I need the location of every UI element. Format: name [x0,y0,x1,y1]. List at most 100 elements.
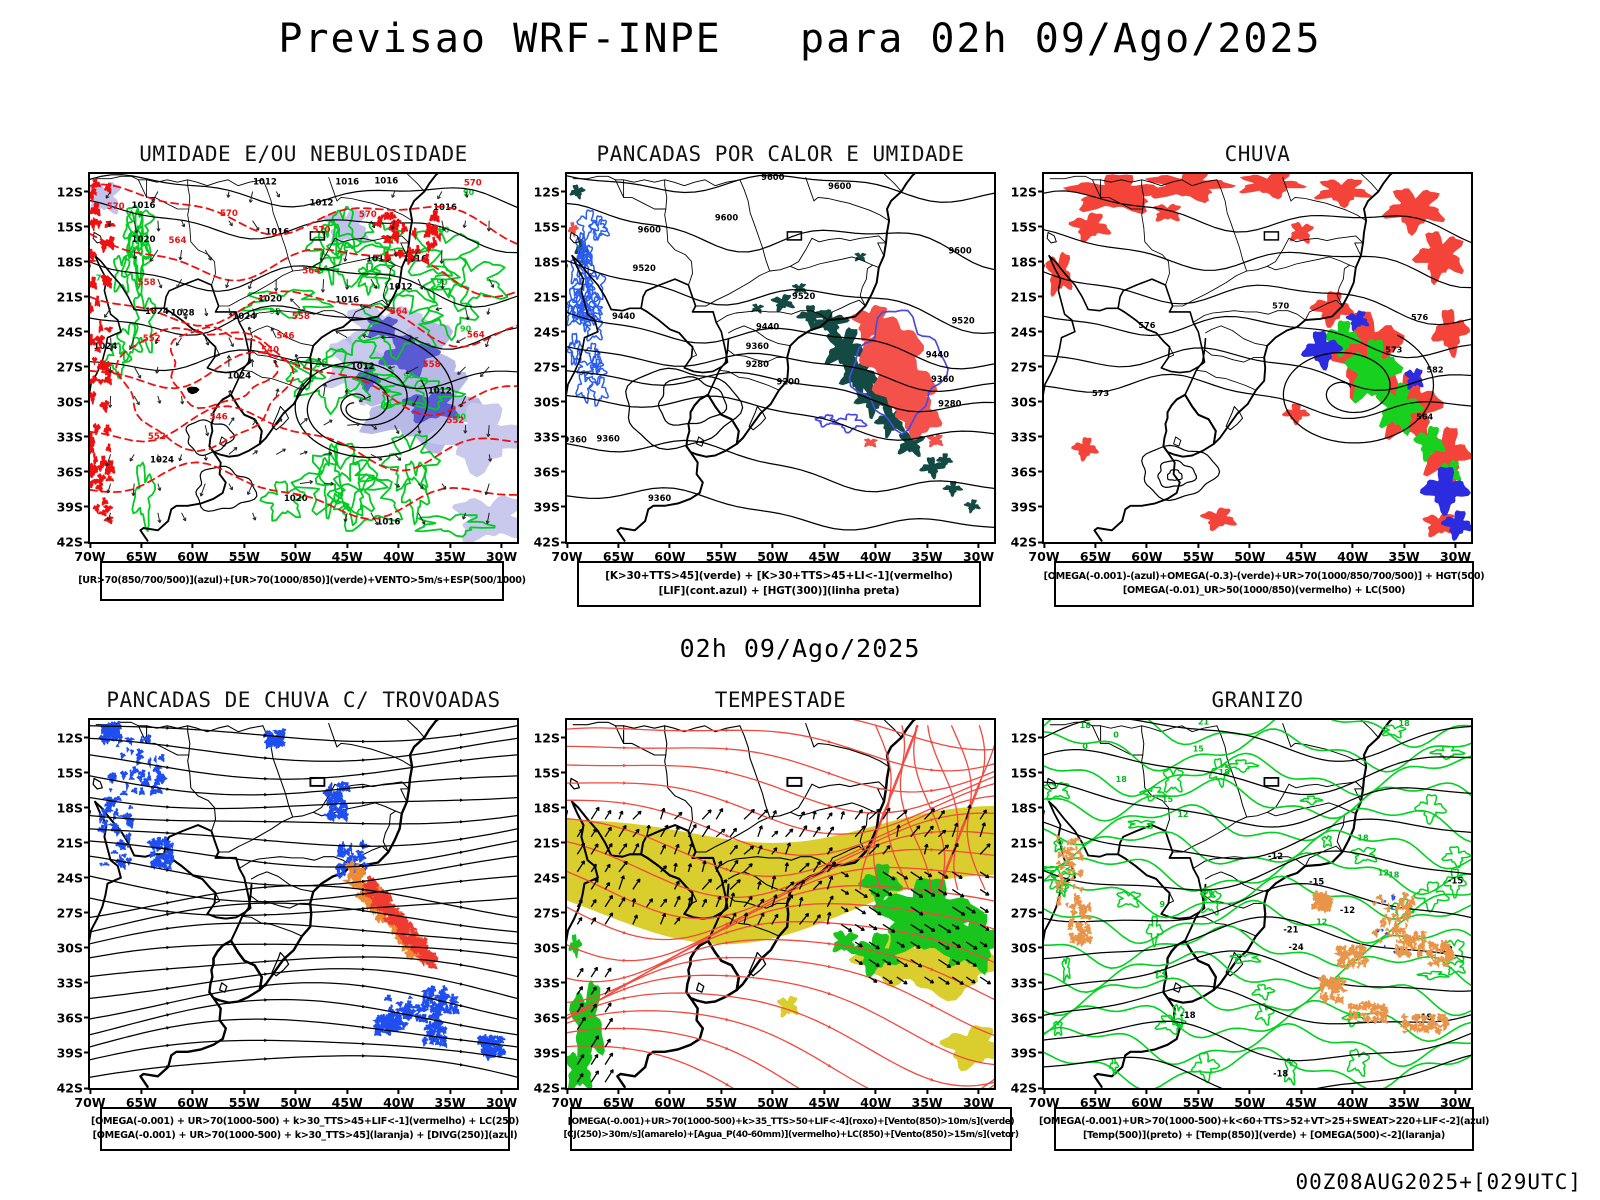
ytick-33S: 33S [57,975,88,990]
svg-text:1012: 1012 [389,283,413,293]
ytick-21S: 21S [57,835,88,850]
xtick-40W: 40W [1337,544,1368,564]
ytick-21S: 21S [534,289,565,304]
ytick-36S: 36S [1011,1010,1042,1025]
svg-text:582: 582 [1426,365,1443,375]
ytick-27S: 27S [1011,905,1042,920]
ytick-33S: 33S [1011,975,1042,990]
svg-text:564: 564 [390,307,408,317]
svg-text:9360: 9360 [597,434,620,444]
legend-caption-granizo: [OMEGA(-0.001)+UR>70(1000-500)+k<60+TTS>… [1039,1107,1489,1151]
xtick-70W: 70W [551,544,582,564]
svg-text:1016: 1016 [376,518,400,528]
xtick-45W: 45W [332,1090,363,1110]
map-frame-chuva: 576 573 573 570 582 564 576 [1042,172,1473,544]
map-canvas-granizo: 211818181815151218121891200-12-15-15-18-… [1044,720,1471,1088]
ytick-18S: 18S [534,254,565,269]
caption-line: [OMEGA(-0.001)+UR>70(1000-500)+k>35_TTS>… [567,1116,1015,1127]
caption-line: [K>30+TTS>45](verde) + [K>30+TTS>45+LI<-… [605,569,953,582]
svg-text:18: 18 [1080,721,1092,730]
caption-line: [OMEGA(-0.001)-(azul)+OMEGA(-0.3)-(verde… [1043,571,1485,583]
map-frame-pancadas-calor: 9600 9600 9600 9600 9600 9520 9520 9520 9440 9440… [565,172,996,544]
ytick-24S: 24S [1011,870,1042,885]
ytick-21S: 21S [1011,835,1042,850]
xtick-30W: 30W [486,1090,517,1110]
svg-text:552: 552 [446,416,464,426]
plot-area-pancadas-trovoadas: 12S 15S 18S 21S 24S 27S 30S 33S 36S 39S 42S 70W 65W 6… [57,718,519,1110]
legend-caption-tempestade: [OMEGA(-0.001)+UR>70(1000-500)+k>35_TTS>… [563,1107,1019,1151]
legend-caption-chuva: [OMEGA(-0.001)-(azul)+OMEGA(-0.3)-(verde… [1044,561,1485,607]
xtick-55W: 55W [706,1090,737,1110]
xtick-55W: 55W [1183,1090,1214,1110]
svg-text:-21: -21 [1283,925,1298,935]
ytick-18S: 18S [57,254,88,269]
svg-text:90: 90 [403,371,415,380]
xtick-45W: 45W [1286,544,1317,564]
ytick-15S: 15S [1011,765,1042,780]
svg-text:552: 552 [143,334,161,344]
svg-text:15: 15 [1162,795,1174,804]
xtick-60W: 60W [654,544,685,564]
svg-text:9600: 9600 [828,181,851,191]
svg-text:-12: -12 [1268,851,1283,861]
xtick-65W: 65W [126,1090,157,1110]
caption-line: [OMEGA(-0.001) + UR>70(1000-500) + k>30_… [91,1116,519,1128]
map-frame-granizo: 211818181815151218121891200-12-15-15-18-… [1042,718,1473,1090]
plot-area-pancadas-calor: 9600 9600 9600 9600 9600 9520 9520 9520 9440 9440… [534,172,996,564]
svg-text:573: 573 [1092,388,1109,398]
xtick-70W: 70W [74,1090,105,1110]
svg-text:1016: 1016 [366,255,390,265]
xtick-55W: 55W [229,1090,260,1110]
ytick-24S: 24S [534,870,565,885]
panel-umidade: UMIDADE E/OU NEBULOSIDADE908090909090909… [57,142,519,564]
ytick-39S: 39S [1011,499,1042,514]
svg-text:9360: 9360 [648,493,671,503]
svg-text:558: 558 [292,312,310,322]
svg-text:90: 90 [455,412,467,421]
xtick-65W: 65W [126,544,157,564]
ytick-39S: 39S [534,499,565,514]
svg-text:564: 564 [169,236,187,246]
map-canvas-tempestade [567,720,994,1088]
svg-text:552: 552 [148,432,166,442]
xtick-30W: 30W [486,544,517,564]
svg-text:573: 573 [1385,345,1402,355]
plot-area-chuva: 576 573 573 570 582 564 576 12S 15S 18S 21S 24S 27S 3… [1011,172,1473,564]
svg-text:9200: 9200 [777,376,800,386]
ytick-30S: 30S [534,940,565,955]
ytick-15S: 15S [57,765,88,780]
svg-text:-12: -12 [1340,905,1355,915]
xtick-35W: 35W [1389,544,1420,564]
svg-text:570: 570 [1272,300,1289,310]
xtick-50W: 50W [280,1090,311,1110]
ytick-30S: 30S [57,394,88,409]
xtick-35W: 35W [1389,1090,1420,1110]
xtick-70W: 70W [1028,1090,1059,1110]
caption-line: [Temp(500)](preto) + [Temp(850)](verde) … [1083,1130,1445,1141]
svg-text:1016: 1016 [132,201,156,211]
svg-text:-18: -18 [1180,1010,1195,1020]
ytick-39S: 39S [1011,1045,1042,1060]
svg-text:18: 18 [1116,775,1128,784]
svg-text:18: 18 [1388,871,1400,880]
caption-line: [UR>70(850/700/500)](azul)+[UR>70(1000/8… [78,575,526,587]
svg-text:90: 90 [463,188,475,197]
svg-text:9520: 9520 [792,291,815,301]
svg-text:15: 15 [1193,745,1205,754]
xtick-30W: 30W [963,1090,994,1110]
xtick-65W: 65W [603,544,634,564]
ytick-30S: 30S [534,394,565,409]
ytick-30S: 30S [1011,940,1042,955]
map-canvas-pancadas-calor: 9600 9600 9600 9600 9600 9520 9520 9520 9440 9440… [567,174,994,542]
ytick-27S: 27S [534,359,565,374]
ytick-24S: 24S [57,324,88,339]
svg-text:9600: 9600 [638,224,661,234]
xtick-50W: 50W [280,544,311,564]
panel-pancadas-calor: PANCADAS POR CALOR E UMIDADE 9600 9600 9600… [534,142,996,564]
caption-line: [LIF](cont.azul) + [HGT(300)](linha pret… [658,585,900,597]
svg-text:9280: 9280 [938,399,961,409]
xtick-35W: 35W [435,544,466,564]
svg-text:9: 9 [1160,900,1166,909]
svg-text:570: 570 [313,225,331,235]
